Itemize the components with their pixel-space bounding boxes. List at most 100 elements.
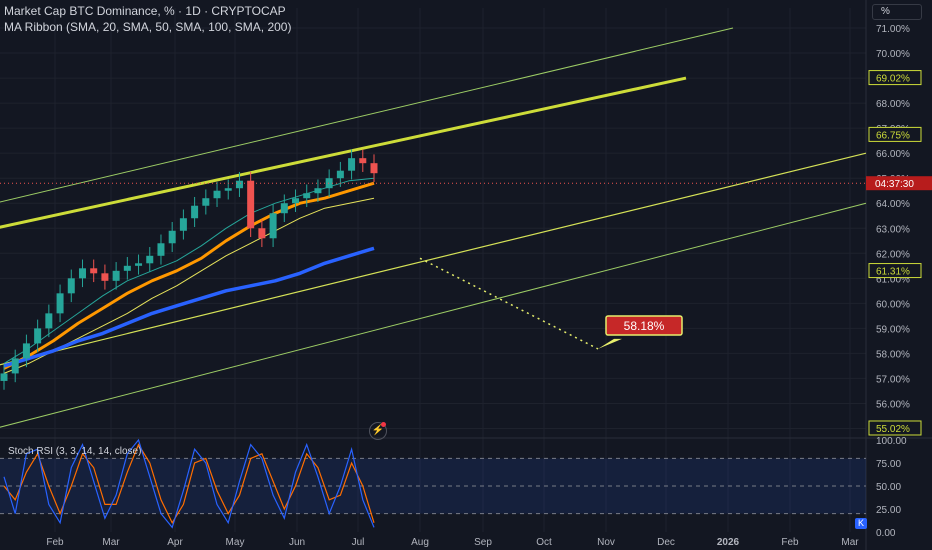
- price-tick-label: 57.00%: [876, 374, 910, 385]
- countdown-text: 04:37:30: [875, 179, 914, 190]
- channel-line-outer: [0, 27, 734, 203]
- channel-line-inner: [0, 152, 867, 366]
- candle-body: [112, 270, 120, 281]
- time-tick-label: 2026: [717, 537, 740, 548]
- price-tick-label: 64.00%: [876, 199, 910, 210]
- price-tick-label: 63.00%: [876, 224, 910, 235]
- candle-body: [348, 158, 356, 171]
- candle-body: [56, 293, 64, 314]
- time-tick-label: Jun: [289, 537, 305, 548]
- candle-body: [11, 358, 19, 374]
- candle-body: [258, 228, 266, 239]
- candle-body: [325, 178, 333, 189]
- price-label-box: [868, 420, 922, 436]
- candle-body: [0, 373, 8, 381]
- candle-body: [45, 313, 53, 329]
- time-tick-label: Apr: [167, 537, 183, 548]
- ma-line-sma20: [3, 177, 375, 364]
- price-label-text: 61.31%: [876, 267, 910, 278]
- price-tick-label: 68.00%: [876, 99, 910, 110]
- price-tick-label: 56.00%: [876, 399, 910, 410]
- candle-body: [22, 343, 30, 359]
- time-tick-label: Mar: [841, 537, 859, 548]
- stoch-tick-label: 75.00: [876, 459, 901, 470]
- price-tick-label: 60.00%: [876, 299, 910, 310]
- candle-body: [179, 218, 187, 231]
- candle-body: [224, 188, 232, 191]
- candle-body: [303, 193, 311, 199]
- price-label-text: 66.75%: [876, 130, 910, 141]
- current-price-badge: [866, 176, 932, 191]
- time-tick-label: Mar: [102, 537, 120, 548]
- target-label-text: 58.18%: [624, 319, 665, 333]
- time-axis: Feb Mar Apr May Jun Jul Aug Sep Oct Nov Dec 2026 Feb…: [46, 537, 859, 548]
- candle-body: [123, 265, 131, 271]
- price-axis: 71.00%70.00%69.00%68.00%67.00%66.00%65.0…: [868, 24, 922, 436]
- price-tick-label: 70.00%: [876, 49, 910, 60]
- time-tick-label: Oct: [536, 537, 552, 548]
- stoch-tick-label: 100.00: [876, 436, 907, 447]
- time-tick-label: Feb: [781, 537, 799, 548]
- chart-title: Market Cap BTC Dominance, % · 1D · CRYPT…: [4, 4, 286, 18]
- price-label-box: [868, 126, 922, 142]
- scale-k-button[interactable]: K: [855, 518, 867, 529]
- candle-body: [78, 268, 86, 279]
- price-tick-label: 58.00%: [876, 349, 910, 360]
- price-label-box: [868, 263, 922, 279]
- stoch-tick-label: 50.00: [876, 482, 901, 493]
- channel-line-main: [0, 76, 687, 229]
- time-tick-label: Sep: [474, 537, 492, 548]
- candle-body: [370, 163, 378, 174]
- price-label-text: 55.02%: [876, 424, 910, 435]
- time-tick-label: Nov: [597, 537, 615, 548]
- oscillator-title[interactable]: Stoch RSI (3, 3, 14, 14, close): [8, 446, 142, 457]
- target-pointer: [598, 338, 622, 349]
- candle-body: [213, 190, 221, 199]
- candle-body: [135, 263, 143, 266]
- candle-body: [314, 188, 322, 194]
- time-tick-label: May: [226, 537, 245, 548]
- price-tick-label: 61.00%: [876, 274, 910, 285]
- price-tick-label: 59.00%: [876, 324, 910, 335]
- stoch-k-line: [3, 438, 375, 529]
- price-grid: [0, 8, 866, 532]
- ma-line-sma50: [3, 181, 375, 370]
- price-tick-label: 62.00%: [876, 249, 910, 260]
- alert-bolt-icon[interactable]: ⚡: [369, 422, 387, 440]
- candle-body: [280, 203, 288, 214]
- time-tick-label: Jul: [352, 537, 365, 548]
- candle-body: [168, 230, 176, 244]
- candle-body: [292, 198, 300, 204]
- candle-body: [67, 278, 75, 294]
- candle-body: [336, 170, 344, 179]
- stoch-tick-label: 25.00: [876, 505, 901, 516]
- candle-body: [101, 273, 109, 281]
- price-tick-label: 66.00%: [876, 149, 910, 160]
- candle-body: [235, 180, 243, 189]
- time-tick-label: Dec: [657, 537, 675, 548]
- time-tick-label: Aug: [411, 537, 429, 548]
- ma-line-sma200: [3, 246, 375, 368]
- unit-selector-button[interactable]: %: [872, 4, 922, 20]
- candle-body: [157, 243, 165, 256]
- indicator-legend[interactable]: MA Ribbon (SMA, 20, SMA, 50, SMA, 100, S…: [4, 20, 292, 34]
- candle-body: [359, 158, 367, 164]
- candle-body: [202, 198, 210, 206]
- channel-line-outer: [0, 202, 867, 428]
- candle-body: [146, 255, 154, 264]
- candle-body: [34, 328, 42, 344]
- candle-body: [247, 180, 255, 229]
- alert-dot: [381, 422, 386, 427]
- time-tick-label: Feb: [46, 537, 64, 548]
- candle-body: [269, 213, 277, 239]
- candle-body: [191, 205, 199, 219]
- price-tick-label: 71.00%: [876, 24, 910, 35]
- target-label-box: [605, 315, 683, 336]
- candles: [0, 149, 378, 390]
- price-label-text: 69.02%: [876, 74, 910, 85]
- stoch-tick-label: 0.00: [876, 528, 896, 539]
- target-callout: 58.18%: [598, 315, 683, 349]
- candle-body: [90, 268, 98, 274]
- price-label-box: [868, 70, 922, 86]
